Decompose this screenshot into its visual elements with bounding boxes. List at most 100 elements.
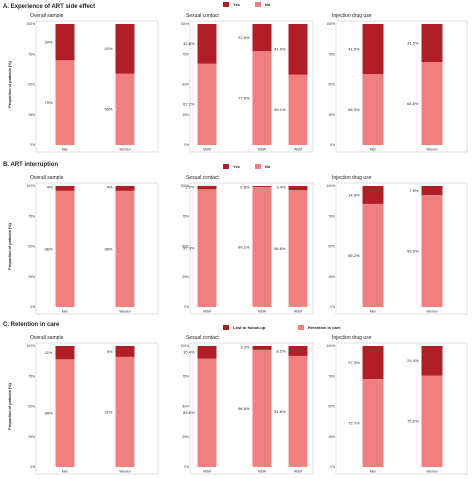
bar-bottom-label: 96.8% [238, 406, 250, 411]
panel-1: Overall sample 0% 25% 50% 75% 100% 89% 11% Men 91… [27, 335, 159, 475]
bar-bottom-label: 96.6% [274, 246, 286, 251]
bar-bottom [55, 359, 75, 467]
y-tick-label: 0% [184, 305, 189, 309]
bar-top-label: 24.4% [407, 358, 419, 363]
y-tick-label: 100% [327, 184, 336, 188]
y-tick-label: 100% [327, 22, 336, 26]
x-tick-label: Men [370, 310, 377, 314]
bar-top [55, 186, 75, 191]
x-tick-label: Men [370, 470, 377, 474]
x-tick-label: Men [62, 148, 69, 152]
bar-top [421, 24, 443, 63]
bar-bottom-label: 99.2% [238, 244, 250, 249]
bar-bottom [421, 195, 443, 307]
bar-top [362, 24, 384, 75]
x-tick-label: Women [119, 148, 130, 152]
bar-top [252, 346, 272, 350]
bar-bottom-label: 85.2% [348, 253, 360, 258]
bar-bottom-label: 75.6% [407, 419, 419, 424]
section-title: B. ART interruption [3, 162, 58, 168]
bar-top [197, 24, 217, 64]
bar-bottom-label: 58.1% [274, 107, 286, 112]
bar-top-label: 9% [107, 349, 113, 354]
panel-2: Sexual contact 0% 25% 50% 75% 100% 67.2% 32.8% M… [181, 13, 314, 153]
bar-bottom-label: 58.5% [348, 107, 360, 112]
bar-top-label: 32.8% [183, 41, 195, 46]
bar-bottom [115, 356, 135, 467]
bar-top-label: 14.8% [348, 192, 360, 197]
bar-bottom-label: 89% [44, 411, 52, 416]
y-tick-label: 50% [182, 83, 189, 87]
y-tick-label: 100% [181, 22, 190, 26]
legend-label-top: Yes [233, 164, 241, 169]
y-tick-label: 100% [327, 344, 336, 348]
bar-bottom-label: 97.3% [183, 246, 195, 251]
legend-swatch-top [223, 164, 229, 169]
y-tick-label: 75% [182, 214, 189, 218]
y-tick-label: 0% [330, 305, 335, 309]
y-tick-label: 50% [328, 405, 335, 409]
panel-title: Injection drug use [332, 175, 372, 181]
x-tick-label: Men [62, 470, 69, 474]
bar-top [55, 24, 75, 61]
bar-top-label: 31.5% [407, 40, 419, 45]
x-tick-label: MSW [258, 310, 267, 314]
panel-3: Injection drug use 0% 25% 50% 75% 100% 85.2% 14… [327, 175, 468, 315]
bar-bottom-label: 70% [44, 100, 52, 105]
bar-top-label: 7.5% [409, 188, 419, 193]
x-tick-label: WSM [294, 148, 302, 152]
bar-bottom [421, 375, 443, 467]
y-tick-label: 75% [28, 374, 35, 378]
bar-bottom [362, 74, 384, 145]
bar-top [421, 186, 443, 196]
x-tick-label: Women [426, 470, 437, 474]
bar-top [288, 346, 308, 356]
panel-title: Overall sample [30, 13, 64, 19]
bar-bottom-label: 59% [104, 107, 112, 112]
panel-title: Overall sample [30, 335, 64, 341]
bar-bottom [288, 190, 308, 307]
bar-top [252, 186, 272, 187]
legend-swatch-bottom [298, 325, 304, 330]
y-tick-label: 100% [27, 184, 36, 188]
bar-top [197, 186, 217, 190]
y-axis-label: Proportion of patients (%) [8, 222, 12, 269]
bar-bottom-label: 72.7% [348, 420, 360, 425]
panel-frame [35, 182, 159, 315]
bar-bottom-label: 68.5% [407, 101, 419, 106]
bar-top [55, 346, 75, 360]
section-title: C. Retention in care [3, 322, 60, 328]
y-tick-label: 50% [182, 245, 189, 249]
section-title: A. Experience of ART side effect [3, 4, 95, 10]
panel-3: Injection drug use 0% 25% 50% 75% 100% 58.5% 41… [327, 13, 468, 153]
bar-top-label: 4% [107, 185, 113, 190]
bar-bottom [197, 358, 217, 467]
bar-top [197, 346, 217, 359]
section-2: B. ART interruption Yes No Proportion of pa… [3, 162, 468, 315]
y-tick-label: 25% [28, 113, 35, 117]
legend-swatch-bottom [255, 2, 261, 7]
y-tick-label: 25% [28, 275, 35, 279]
y-tick-label: 25% [328, 113, 335, 117]
legend-swatch-bottom [255, 164, 261, 169]
panel-frame [189, 182, 314, 315]
bar-top-label: 11% [45, 350, 53, 355]
y-tick-label: 50% [182, 405, 189, 409]
bar-top [362, 186, 384, 204]
x-tick-label: Women [426, 310, 437, 314]
y-tick-label: 25% [182, 113, 189, 117]
y-tick-label: 50% [28, 405, 35, 409]
panel-title: Sexual contact [186, 175, 219, 181]
bar-top [288, 24, 308, 75]
y-tick-label: 25% [28, 435, 35, 439]
x-tick-label: MSM [203, 148, 211, 152]
y-tick-label: 75% [328, 52, 335, 56]
legend-swatch-top [223, 2, 229, 7]
panel-1: Overall sample 0% 25% 50% 75% 100% 96% 4% Men 96%… [27, 175, 159, 315]
panel-3: Injection drug use 0% 25% 50% 75% 100% 72.7% 27… [327, 335, 468, 475]
bar-bottom [115, 73, 135, 145]
x-tick-label: Men [62, 310, 69, 314]
bar-top-label: 4% [47, 185, 53, 190]
bar-bottom [55, 190, 75, 307]
bar-top-label: 2.7% [185, 185, 195, 190]
